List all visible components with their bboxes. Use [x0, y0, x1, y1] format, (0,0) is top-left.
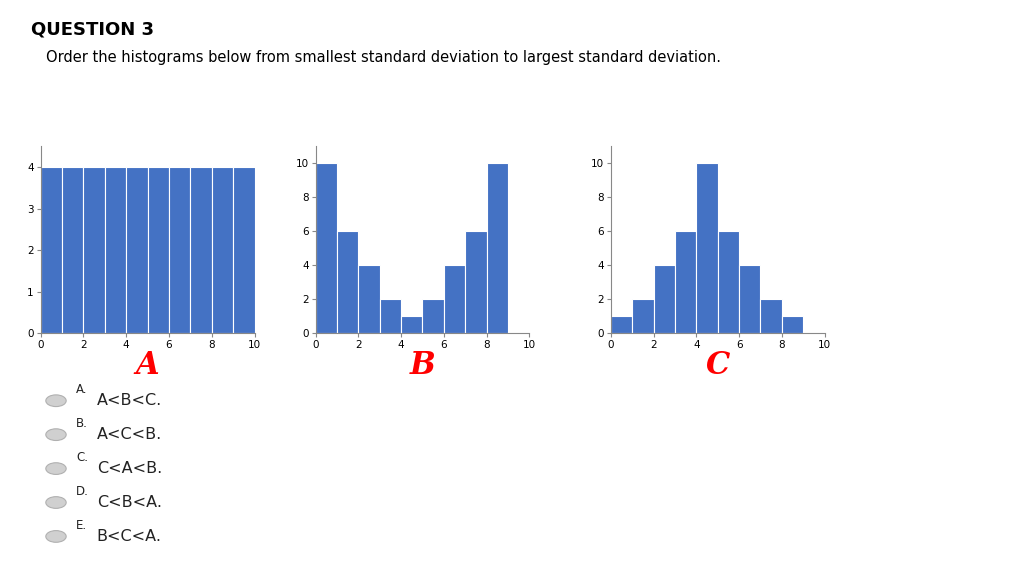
Bar — [105, 167, 126, 333]
Bar — [169, 167, 190, 333]
Text: C<B<A.: C<B<A. — [97, 495, 162, 510]
Bar — [233, 167, 254, 333]
Bar — [190, 167, 212, 333]
Bar — [465, 231, 487, 333]
Bar — [718, 231, 739, 333]
Text: D.: D. — [76, 485, 90, 498]
Bar — [444, 266, 465, 333]
Text: C: C — [705, 350, 730, 381]
Bar — [83, 167, 105, 333]
Text: B<C<A.: B<C<A. — [97, 529, 162, 544]
Bar — [696, 163, 718, 333]
Bar — [487, 163, 508, 333]
Bar — [380, 300, 401, 333]
Bar — [422, 300, 444, 333]
Text: E.: E. — [76, 519, 88, 532]
Text: A: A — [135, 350, 160, 381]
Bar — [611, 316, 632, 333]
Bar — [675, 231, 696, 333]
Text: A<C<B.: A<C<B. — [97, 427, 162, 442]
Bar — [337, 231, 358, 333]
Text: B.: B. — [76, 417, 89, 430]
Bar — [401, 316, 422, 333]
Bar — [316, 163, 337, 333]
Text: QUESTION 3: QUESTION 3 — [31, 20, 154, 39]
Text: A.: A. — [76, 383, 88, 396]
Bar — [62, 167, 83, 333]
Bar — [654, 266, 675, 333]
Bar — [782, 316, 803, 333]
Bar — [126, 167, 148, 333]
Bar — [760, 300, 782, 333]
Text: C<A<B.: C<A<B. — [97, 461, 162, 476]
Bar — [148, 167, 169, 333]
Text: C.: C. — [76, 451, 89, 464]
Text: A<B<C.: A<B<C. — [97, 393, 162, 408]
Bar — [358, 266, 380, 333]
Bar — [41, 167, 62, 333]
Bar — [212, 167, 233, 333]
Text: Order the histograms below from smallest standard deviation to largest standard : Order the histograms below from smallest… — [46, 50, 721, 65]
Text: B: B — [409, 350, 436, 381]
Bar — [739, 266, 760, 333]
Bar — [632, 300, 654, 333]
